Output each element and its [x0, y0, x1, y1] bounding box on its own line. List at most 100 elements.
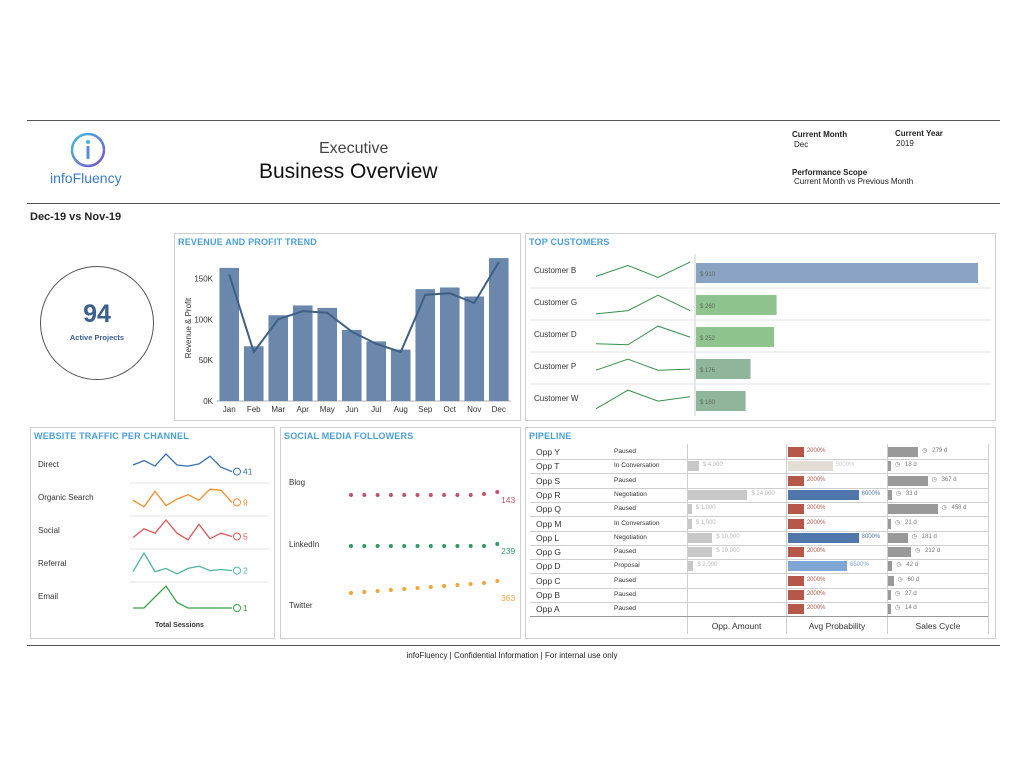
pipeline-row[interactable]: Opp S Paused 2000% ◷ 367 d: [530, 474, 988, 489]
revenue-xtick: Nov: [467, 405, 481, 414]
col-opp-amount[interactable]: Opp. Amount: [711, 621, 762, 631]
clock-icon: ◷: [931, 476, 937, 483]
pipeline-row[interactable]: Opp Y Paused 2000% ◷ 279 d: [530, 445, 988, 460]
opp-stage: Paused: [614, 605, 637, 613]
logo-icon: [70, 132, 106, 168]
probability-bar: [788, 532, 859, 543]
probability-value: 6500%: [850, 562, 869, 569]
clock-icon: ◷: [915, 548, 921, 555]
col-sales-cycle[interactable]: Sales Cycle: [915, 621, 961, 631]
opp-stage: Negotiation: [614, 533, 647, 541]
amount-bar: [688, 489, 748, 500]
revenue-bar: [415, 289, 436, 401]
top-customers-panel: TOP CUSTOMERS Customer B $ 910 Customer G $…: [525, 233, 996, 421]
pipeline-row[interactable]: Opp M In Conversation $ 1,000 2000% ◷ 21 d: [530, 517, 988, 532]
customer-value: $ 252: [700, 336, 716, 342]
pipeline-row[interactable]: Opp B Paused 2000% ◷ 27 d: [530, 588, 988, 603]
pipeline-row[interactable]: Opp Q Paused $ 1,000 2000% ◷ 458 d: [530, 502, 988, 518]
customer-name: Customer P: [534, 362, 576, 371]
cycle-value: 42 d: [906, 562, 919, 569]
opp-name: Opp Q: [536, 504, 562, 515]
opp-stage: Paused: [614, 591, 637, 598]
probability-bar: [788, 461, 833, 472]
current-year-value[interactable]: 2019: [896, 139, 914, 148]
social-dot: [362, 493, 367, 497]
clock-icon: ◷: [941, 505, 947, 512]
social-dot: [362, 544, 367, 548]
traffic-channel-label: Email: [38, 592, 58, 601]
traffic-sparkline: [132, 518, 233, 541]
cycle-bar: [888, 547, 912, 558]
cycle-bar: [888, 575, 894, 586]
social-chart[interactable]: Blog 143 LinkedIn 239 Twitter 363: [281, 428, 520, 638]
current-month-label: Current Month: [792, 130, 848, 139]
revenue-chart[interactable]: Revenue & Profit 150K 100K 50K 0K Jan Feb Mar Ap…: [175, 234, 520, 420]
cycle-value: 458 d: [951, 505, 967, 512]
traffic-channel-label: Referral: [38, 559, 67, 568]
traffic-value: 2: [243, 566, 248, 576]
social-dot: [349, 591, 353, 595]
traffic-sparkline: [132, 551, 233, 575]
social-panel: SOCIAL MEDIA FOLLOWERS Blog 143 LinkedIn 23…: [280, 427, 521, 639]
amount-value: $ 1,000: [695, 519, 716, 526]
amount-value: $ 24,000: [751, 490, 775, 497]
traffic-value: 1: [243, 603, 248, 613]
cycle-value: 27 d: [905, 591, 917, 597]
logo[interactable]: infoFluency: [48, 130, 138, 190]
pipeline-row[interactable]: Opp T In Conversation $ 4,000 5000% ◷ 18 d: [530, 459, 988, 475]
top-customers-chart[interactable]: Customer B $ 910 Customer G $ 260 Customer D…: [526, 234, 995, 420]
revenue-bar: [243, 346, 264, 401]
scope-label: Performance Scope: [792, 168, 868, 177]
social-dot: [468, 493, 473, 497]
amount-bar: [688, 504, 692, 515]
current-month-value[interactable]: Dec: [794, 140, 809, 149]
cycle-bar: [888, 604, 891, 615]
customer-name: Customer G: [534, 298, 577, 307]
clock-icon: ◷: [895, 605, 901, 612]
social-dot: [428, 585, 433, 589]
customer-sparkline: [595, 261, 691, 279]
opp-stage: In Conversation: [614, 519, 660, 527]
customer-sparkline: [595, 325, 691, 346]
col-avg-probability[interactable]: Avg Probability: [808, 621, 866, 631]
opp-stage: Proposal: [614, 562, 640, 570]
customer-value: $ 910: [700, 272, 716, 278]
opp-name: Opp C: [536, 575, 561, 586]
customer-sparkline: [595, 358, 691, 371]
social-dot: [402, 493, 407, 497]
traffic-end-marker: [233, 604, 241, 612]
revenue-bar: [390, 349, 411, 401]
revenue-xtick: Jun: [345, 405, 358, 414]
traffic-value: 9: [243, 497, 248, 507]
revenue-bar: [317, 307, 338, 401]
cycle-value: 181 d: [921, 533, 937, 540]
revenue-bar: [366, 341, 387, 401]
cycle-value: 21 d: [905, 519, 917, 526]
amount-bar: [688, 461, 699, 472]
revenue-title: REVENUE AND PROFIT TREND: [178, 237, 317, 247]
opp-name: Opp T: [536, 461, 560, 472]
social-dot: [375, 493, 380, 497]
clock-icon: ◷: [895, 519, 901, 526]
pipeline-row[interactable]: Opp G Paused $ 10,000 2000% ◷ 212 d: [530, 545, 988, 561]
social-dot: [455, 583, 460, 587]
customer-sparkline: [595, 294, 691, 315]
opp-name: Opp D: [536, 561, 561, 572]
amount-value: $ 10,000: [716, 533, 740, 540]
pipeline-row[interactable]: Opp C Paused 2000% ◷ 60 d: [530, 574, 988, 589]
traffic-channel-label: Social: [38, 526, 60, 535]
social-dot: [442, 544, 447, 548]
opp-name: Opp B: [536, 590, 561, 600]
scope-value[interactable]: Current Month vs Previous Month: [794, 177, 914, 186]
revenue-xtick: May: [320, 405, 335, 414]
kpi-active-projects[interactable]: 94 Active Projects: [40, 266, 154, 380]
pipeline-row[interactable]: Opp R Negotiation $ 24,000 8000% ◷ 33 d: [530, 488, 988, 503]
cycle-bar: [888, 489, 892, 500]
pipeline-row[interactable]: Opp D Proposal $ 2,000 6500% ◷ 42 d: [530, 559, 988, 575]
social-value: 363: [501, 593, 515, 603]
social-channel-label: Blog: [289, 478, 305, 487]
pipeline-row[interactable]: Opp L Negotiation $ 10,000 8000% ◷ 181 d: [530, 531, 988, 546]
traffic-value: 5: [243, 532, 248, 542]
traffic-chart[interactable]: Direct 41 Organic Search 9 Social 5 Referral 2 E…: [31, 428, 274, 638]
revenue-bar: [464, 296, 485, 401]
